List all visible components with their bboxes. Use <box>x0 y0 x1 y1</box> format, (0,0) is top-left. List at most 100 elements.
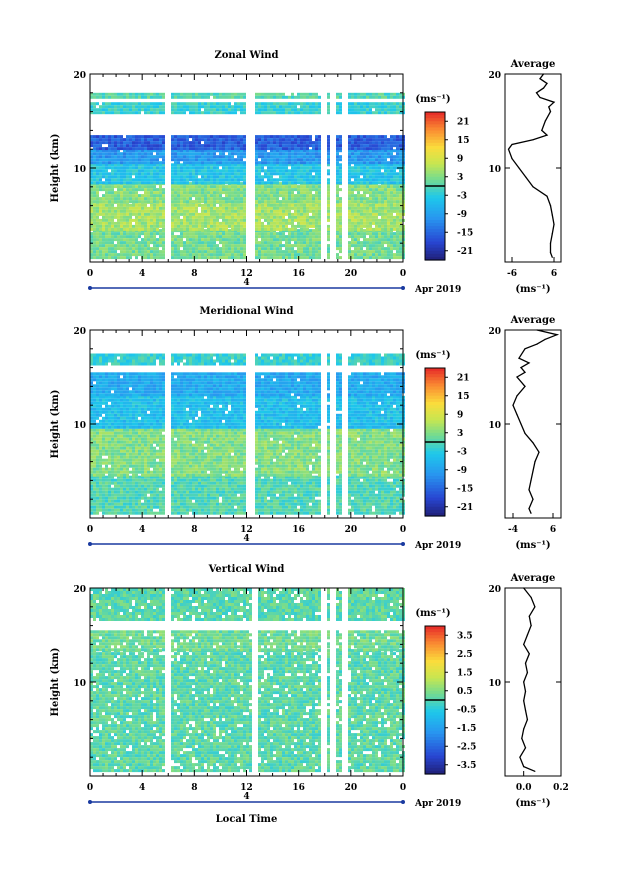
heatmap-cell <box>318 212 321 216</box>
heatmap-cell <box>219 178 222 182</box>
heatmap-cell <box>210 163 213 167</box>
heatmap-cell <box>282 232 285 236</box>
heatmap-cell <box>153 475 156 479</box>
heatmap-cell <box>300 149 303 153</box>
heatmap-cell <box>129 181 132 185</box>
heatmap-cell <box>150 221 153 225</box>
heatmap-cell <box>309 250 312 254</box>
heatmap-cell <box>387 200 390 204</box>
heatmap-cell <box>243 200 246 204</box>
heatmap-cell <box>156 203 159 207</box>
heatmap-cell <box>111 475 114 479</box>
heatmap-cell <box>267 227 270 231</box>
heatmap-cell <box>180 221 183 225</box>
heatmap-cell <box>204 155 207 159</box>
heatmap-cell <box>255 188 258 192</box>
heatmap-cell <box>159 175 162 179</box>
heatmap-cell <box>282 158 285 162</box>
heatmap-cell <box>267 147 270 151</box>
heatmap-cell <box>201 238 204 242</box>
heatmap-cell <box>234 244 237 248</box>
heatmap-cell <box>129 185 132 189</box>
heatmap-cell <box>102 478 105 482</box>
heatmap-cell <box>141 221 144 225</box>
heatmap-cell <box>213 92 216 96</box>
heatmap-cell <box>297 178 300 182</box>
heatmap-cell <box>174 105 177 109</box>
heatmap-cell <box>270 181 273 185</box>
heatmap-cell <box>123 478 126 482</box>
heatmap-cell <box>390 238 393 242</box>
heatmap-cell <box>120 227 123 231</box>
heatmap-cell <box>213 181 216 185</box>
heatmap-cell <box>282 188 285 192</box>
heatmap-cell <box>117 158 120 162</box>
heatmap-cell <box>339 147 342 151</box>
heatmap-cell <box>111 161 114 165</box>
heatmap-cell <box>126 232 129 236</box>
heatmap-cell <box>369 203 372 207</box>
heatmap-cell <box>264 256 267 260</box>
heatmap-cell <box>255 144 258 148</box>
heatmap-cell <box>207 224 210 228</box>
heatmap-cell <box>231 149 234 153</box>
heatmap-cell <box>288 247 291 251</box>
heatmap-cell <box>105 235 108 239</box>
heatmap-cell <box>240 92 243 96</box>
heatmap-cell <box>363 161 366 165</box>
heatmap-cell <box>150 185 153 189</box>
heatmap-cell <box>267 161 270 165</box>
heatmap-cell <box>393 161 396 165</box>
heatmap-cell <box>261 158 264 162</box>
heatmap-cell <box>363 166 366 170</box>
heatmap-cell <box>351 232 354 236</box>
heatmap-cell <box>237 481 240 485</box>
heatmap-cell <box>369 478 372 482</box>
heatmap-cell <box>237 158 240 162</box>
heatmap-cell <box>279 256 282 260</box>
heatmap-cell <box>360 147 363 151</box>
heatmap-cell <box>288 478 291 482</box>
heatmap-cell <box>102 111 105 115</box>
heatmap-cell <box>399 149 402 153</box>
heatmap-cell <box>141 178 144 182</box>
heatmap-cell <box>231 235 234 239</box>
colorbar-segment <box>425 195 445 199</box>
heatmap-cell <box>135 108 138 112</box>
heatmap-cell <box>234 227 237 231</box>
heatmap-cell <box>243 215 246 219</box>
heatmap-cell <box>231 108 234 112</box>
heatmap-cell <box>381 163 384 167</box>
heatmap-cell <box>183 144 186 148</box>
heatmap-cell <box>393 200 396 204</box>
heatmap-cell <box>228 102 231 106</box>
heatmap-cell <box>156 247 159 251</box>
heatmap-cell <box>291 250 294 254</box>
heatmap-cell <box>312 247 315 251</box>
heatmap-cell <box>378 161 381 165</box>
heatmap-cell <box>366 111 369 115</box>
heatmap-cell <box>90 181 93 185</box>
heatmap-cell <box>114 172 117 176</box>
heatmap-cell <box>357 135 360 139</box>
average-point <box>544 120 546 122</box>
heatmap-cell <box>261 169 264 173</box>
heatmap-cell <box>210 102 213 106</box>
heatmap-cell <box>369 108 372 112</box>
heatmap-cell <box>123 238 126 242</box>
heatmap-cell <box>291 144 294 148</box>
heatmap-cell <box>384 111 387 115</box>
heatmap-cell <box>396 215 399 219</box>
heatmap-cell <box>375 232 378 236</box>
heatmap-cell <box>276 247 279 251</box>
heatmap-cell <box>111 206 114 210</box>
heatmap-cell <box>297 166 300 170</box>
heatmap-cell <box>264 141 267 145</box>
heatmap-cell <box>276 215 279 219</box>
heatmap-cell <box>261 206 264 210</box>
heatmap-cell <box>210 227 213 231</box>
heatmap-cell <box>207 92 210 96</box>
heatmap-cell <box>348 172 351 176</box>
heatmap-cell <box>336 138 339 142</box>
heatmap-cell <box>171 108 174 112</box>
